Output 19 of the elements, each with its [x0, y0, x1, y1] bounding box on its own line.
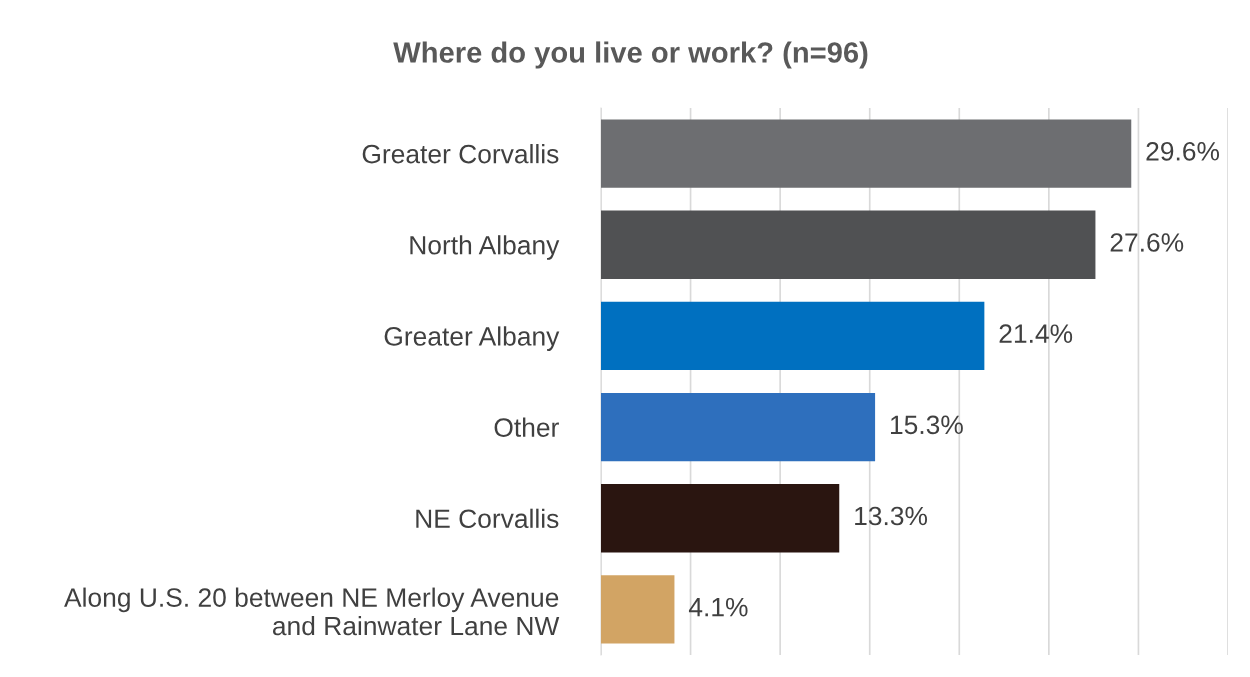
data-label: 4.1% — [688, 597, 748, 617]
y-tick-label: Greater Albany — [384, 326, 560, 351]
bar — [601, 210, 1096, 279]
y-tick-label: Other — [494, 417, 559, 437]
y-tick-label: Along U.S. 20 between NE Merloy Avenue and Rainwater Lane NW — [64, 587, 560, 636]
data-label: 27.6% — [1110, 233, 1184, 252]
bar — [601, 575, 675, 644]
bar — [601, 119, 1132, 188]
y-tick-label: North Albany — [410, 235, 560, 260]
chart-title: Where do you live or work? (n=96) — [393, 41, 868, 69]
bar — [601, 301, 985, 371]
data-label: 15.3% — [890, 415, 963, 435]
y-tick-label: Greater Corvallis — [362, 144, 559, 164]
data-label: 13.3% — [855, 506, 928, 526]
bar — [601, 484, 840, 553]
data-label: 21.4% — [999, 324, 1073, 343]
y-tick-label: NE Corvallis — [416, 508, 559, 529]
bar — [601, 392, 876, 462]
data-label: 29.6% — [1146, 141, 1220, 161]
